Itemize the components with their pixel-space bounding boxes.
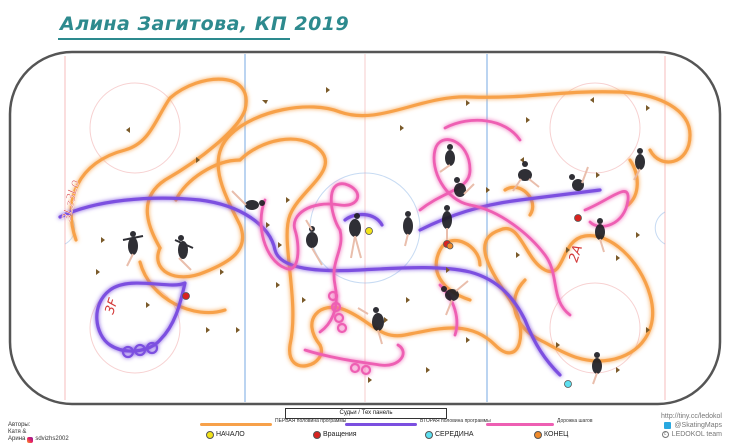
judges-panel: Судьи / Тех панель — [285, 408, 447, 419]
legend-line-first-half — [200, 423, 272, 426]
goal-crease-right — [654, 211, 666, 245]
direction-arrows — [96, 87, 650, 383]
authors-heading: Авторы: — [8, 422, 31, 428]
end-marker — [446, 242, 454, 250]
start-marker — [365, 227, 373, 235]
spin-marker-1 — [182, 292, 190, 300]
legend-line-step-seq — [486, 423, 554, 426]
authors-block: Авторы: Катя & Арина sdvizhs2002 — [8, 422, 69, 443]
loops — [121, 290, 372, 376]
credits-url[interactable]: http://tiny.cc/ledokol — [661, 413, 722, 420]
legend-label-middle: СЕРЕДИНА — [435, 431, 474, 438]
spin-marker-2 — [574, 214, 582, 222]
faceoff-circle-tr — [549, 82, 641, 174]
legend-label-first-half: ПЕРВАЯ половина программы — [275, 418, 347, 424]
middle-marker — [564, 380, 572, 388]
legend-dot-start — [206, 431, 214, 439]
legend-dot-spins — [313, 431, 321, 439]
credits-team: LEDOKOL team — [671, 431, 722, 438]
authors-line3: Арина — [8, 436, 26, 442]
authors-line2: Катя & — [8, 429, 27, 435]
step-sequence-path — [259, 118, 630, 367]
title-underline — [58, 38, 290, 40]
page-title: Алина Загитова, КП 2019 — [60, 13, 350, 35]
legend-label-end: КОНЕЦ — [544, 431, 569, 438]
instagram-icon — [27, 436, 34, 443]
legend-label-spins: Вращения — [323, 431, 357, 438]
skater-figures — [122, 144, 645, 385]
legend-label-step-seq: Дорожка шагов — [557, 418, 593, 424]
authors-handle: sdvizhs2002 — [35, 436, 69, 442]
faceoff-circle-tl — [89, 82, 181, 174]
legend-dot-middle — [425, 431, 433, 439]
twitter-icon — [664, 422, 672, 429]
legend-dot-end — [534, 431, 542, 439]
legend-label-start: НАЧАЛО — [216, 431, 245, 438]
legend-line-second-half — [345, 423, 417, 426]
copyright-icon: c — [661, 431, 669, 438]
jump-label-flip: 3F — [103, 296, 122, 316]
rink-board — [8, 50, 722, 406]
credits-maps: @SkatingMaps — [674, 422, 722, 429]
jump-label-axel: 2A — [567, 243, 587, 264]
legend-label-second-half: ВТОРАЯ половина программы — [420, 418, 491, 424]
credits-block: http://tiny.cc/ledokol @SkatingMaps c LED… — [661, 412, 722, 439]
